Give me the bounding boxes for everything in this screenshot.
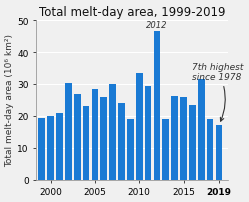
Bar xyxy=(145,87,151,180)
Bar xyxy=(171,97,178,180)
Text: 2012: 2012 xyxy=(146,21,168,30)
Bar xyxy=(180,98,187,180)
Bar xyxy=(100,98,107,180)
Bar xyxy=(109,85,116,180)
Bar xyxy=(83,106,89,180)
Bar xyxy=(216,125,222,180)
Bar xyxy=(154,32,160,180)
Bar xyxy=(74,95,80,180)
Bar xyxy=(189,105,196,180)
Bar xyxy=(47,116,54,180)
Bar xyxy=(92,90,98,180)
Bar xyxy=(207,120,213,180)
Bar xyxy=(38,118,45,180)
Y-axis label: Total melt-day area (10⁶ km²): Total melt-day area (10⁶ km²) xyxy=(5,34,14,167)
Bar xyxy=(127,120,134,180)
Bar xyxy=(56,114,63,180)
Title: Total melt-day area, 1999-2019: Total melt-day area, 1999-2019 xyxy=(39,5,225,18)
Text: 7th highest
since 1978: 7th highest since 1978 xyxy=(192,62,244,122)
Bar xyxy=(198,80,204,180)
Bar xyxy=(136,74,142,180)
Bar xyxy=(163,120,169,180)
Bar xyxy=(118,103,125,180)
Bar xyxy=(65,84,72,180)
